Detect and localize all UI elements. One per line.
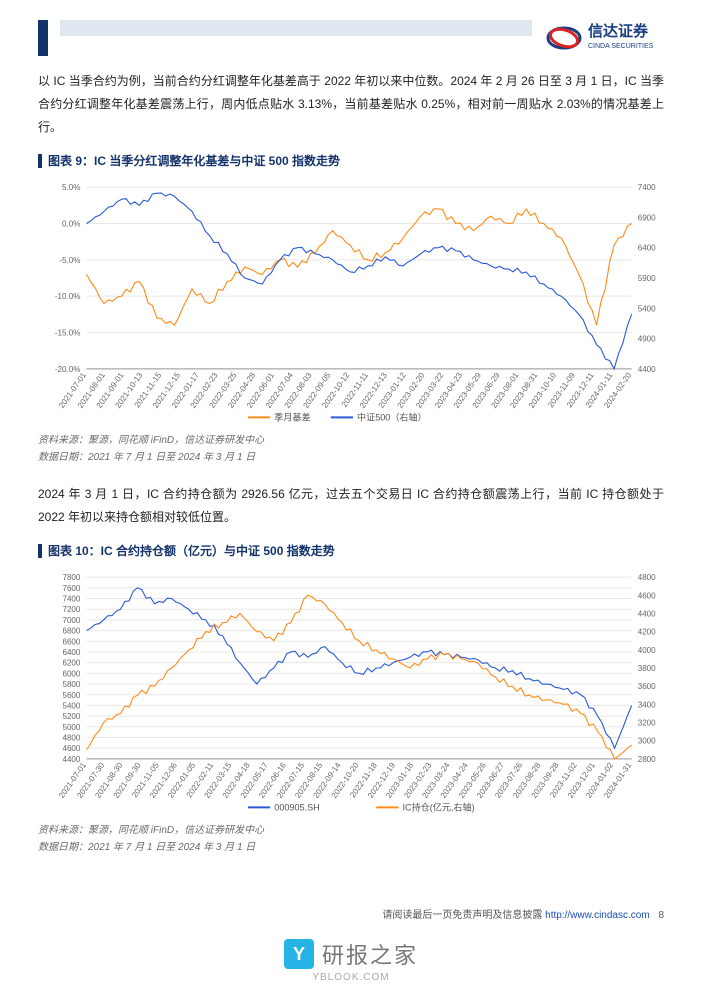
svg-text:3200: 3200: [638, 719, 656, 728]
svg-text:3000: 3000: [638, 737, 656, 746]
chart10: 4400460048005000520054005600580060006200…: [38, 563, 664, 815]
svg-text:-15.0%: -15.0%: [55, 329, 81, 338]
svg-text:7800: 7800: [62, 574, 80, 583]
footer-text: 请阅读最后一页免责声明及信息披露: [382, 910, 545, 921]
svg-text:4600: 4600: [638, 592, 656, 601]
footer-link[interactable]: http://www.cindasc.com: [545, 910, 649, 921]
svg-text:4400: 4400: [638, 365, 656, 374]
chart9-source1: 资料来源：聚源，同花顺 iFinD，信达证券研发中心: [38, 433, 664, 448]
svg-text:5900: 5900: [638, 274, 656, 283]
svg-text:5600: 5600: [62, 691, 80, 700]
logo-svg: 信达证券 CINDA SECURITIES: [544, 20, 664, 56]
svg-text:4900: 4900: [638, 335, 656, 344]
svg-text:7000: 7000: [62, 616, 80, 625]
svg-text:5400: 5400: [62, 702, 80, 711]
svg-text:3800: 3800: [638, 664, 656, 673]
chart9-source2: 数据日期：2021 年 7 月 1 日至 2024 年 3 月 1 日: [38, 450, 664, 465]
svg-text:2800: 2800: [638, 755, 656, 764]
footer-page: 8: [658, 910, 664, 921]
brand-logo: 信达证券 CINDA SECURITIES: [544, 20, 664, 56]
svg-text:6600: 6600: [62, 638, 80, 647]
chart10-block: 图表 10：IC 合约持仓额（亿元）与中证 500 指数走势 440046004…: [38, 542, 664, 854]
page-root: 信达证券 CINDA SECURITIES 以 IC 当季合约为例，当前合约分红…: [0, 0, 702, 855]
svg-text:3600: 3600: [638, 683, 656, 692]
svg-text:IC持仓(亿元,右轴): IC持仓(亿元,右轴): [402, 802, 474, 813]
svg-text:0.0%: 0.0%: [62, 220, 80, 229]
svg-text:6800: 6800: [62, 627, 80, 636]
chart9: -20.0% -15.0% -10.0% -5.0% 0.0% 5.0% 4400 4900 5…: [38, 173, 664, 425]
header-band: 信达证券 CINDA SECURITIES: [38, 20, 664, 56]
svg-text:4600: 4600: [62, 745, 80, 754]
svg-text:7400: 7400: [638, 184, 656, 193]
svg-text:4800: 4800: [62, 734, 80, 743]
watermark: Y 研报之家 YBLOOK.COM: [284, 938, 418, 983]
svg-text:4000: 4000: [638, 646, 656, 655]
header-sidebar: [38, 20, 48, 56]
chart10-title: 图表 10：IC 合约持仓额（亿元）与中证 500 指数走势: [48, 542, 335, 559]
svg-text:5400: 5400: [638, 305, 656, 314]
page-footer: 请阅读最后一页免责声明及信息披露 http://www.cindasc.com …: [382, 906, 664, 921]
logo-en: CINDA SECURITIES: [588, 43, 654, 50]
chart9-block: 图表 9：IC 当季分红调整年化基差与中证 500 指数走势 -20.0% -15…: [38, 152, 664, 464]
watermark-url: YBLOOK.COM: [312, 972, 389, 983]
svg-text:5.0%: 5.0%: [62, 184, 80, 193]
logo-cn: 信达证券: [588, 22, 649, 40]
chart9-title-bar: [38, 154, 42, 168]
watermark-icon: Y: [284, 939, 314, 969]
svg-text:3400: 3400: [638, 701, 656, 710]
svg-text:5200: 5200: [62, 713, 80, 722]
svg-text:6900: 6900: [638, 214, 656, 223]
svg-text:7600: 7600: [62, 584, 80, 593]
svg-text:5000: 5000: [62, 723, 80, 732]
svg-text:4800: 4800: [638, 574, 656, 583]
svg-text:000905.SH: 000905.SH: [274, 803, 319, 813]
chart10-title-bar: [38, 544, 42, 558]
watermark-brand: 研报之家: [322, 938, 418, 970]
paragraph-1: 以 IC 当季合约为例，当前合约分红调整年化基差高于 2022 年初以来中位数。…: [38, 70, 664, 138]
svg-text:季月基差: 季月基差: [274, 412, 310, 423]
chart10-title-row: 图表 10：IC 合约持仓额（亿元）与中证 500 指数走势: [38, 542, 664, 559]
paragraph-2: 2024 年 3 月 1 日，IC 合约持仓额为 2926.56 亿元，过去五个…: [38, 483, 664, 529]
svg-text:6200: 6200: [62, 659, 80, 668]
svg-text:6000: 6000: [62, 670, 80, 679]
chart9-title-row: 图表 9：IC 当季分红调整年化基差与中证 500 指数走势: [38, 152, 664, 169]
svg-text:4200: 4200: [638, 628, 656, 637]
svg-text:6400: 6400: [638, 244, 656, 253]
header-fill: [60, 20, 532, 36]
svg-text:7200: 7200: [62, 606, 80, 615]
chart10-source1: 资料来源：聚源，同花顺 iFinD，信达证券研发中心: [38, 823, 664, 838]
svg-text:5800: 5800: [62, 680, 80, 689]
svg-text:-20.0%: -20.0%: [55, 365, 81, 374]
svg-text:7400: 7400: [62, 595, 80, 604]
svg-text:-10.0%: -10.0%: [55, 293, 81, 302]
svg-text:4400: 4400: [638, 610, 656, 619]
svg-text:4400: 4400: [62, 755, 80, 764]
chart10-source2: 数据日期：2021 年 7 月 1 日至 2024 年 3 月 1 日: [38, 840, 664, 855]
svg-text:-5.0%: -5.0%: [59, 256, 80, 265]
svg-text:中证500（右轴）: 中证500（右轴）: [357, 412, 427, 423]
svg-text:6400: 6400: [62, 648, 80, 657]
chart9-title: 图表 9：IC 当季分红调整年化基差与中证 500 指数走势: [48, 152, 340, 169]
